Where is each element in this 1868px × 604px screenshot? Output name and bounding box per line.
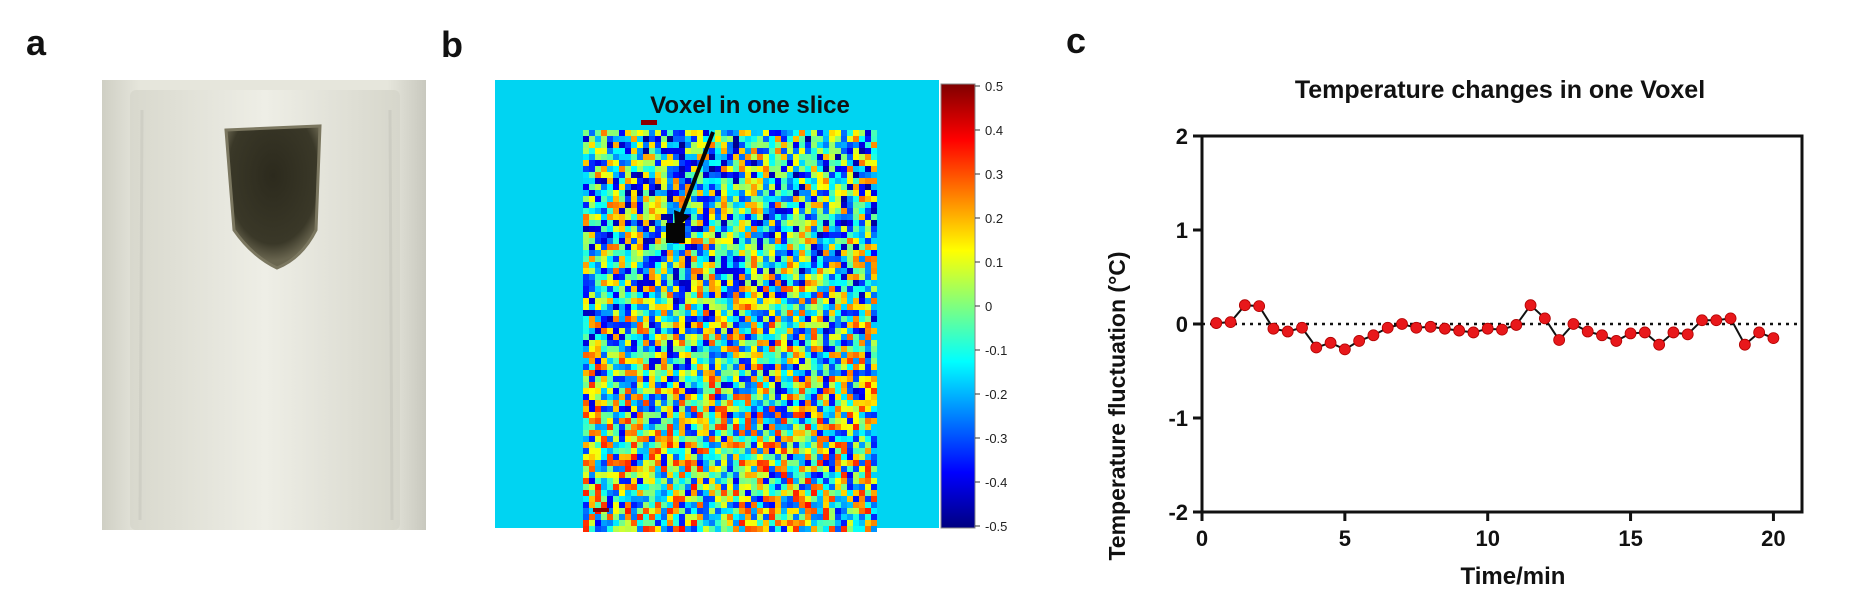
y-tick-label: -1 xyxy=(1168,406,1188,431)
colorbar-tick-label: 0.3 xyxy=(985,167,1003,182)
selected-voxel-marker xyxy=(666,223,685,243)
chart-title: Temperature changes in one Voxel xyxy=(1295,76,1705,104)
y-tick-label: 0 xyxy=(1176,312,1188,337)
data-point xyxy=(1381,321,1394,334)
data-point xyxy=(1353,335,1366,347)
data-point xyxy=(1581,325,1594,338)
colorbar-tick-label: 0.2 xyxy=(985,211,1003,226)
colorbar-tick-label: 0 xyxy=(985,299,992,314)
annotation-arrow xyxy=(678,131,715,219)
data-point xyxy=(1681,328,1694,341)
data-point xyxy=(1596,329,1608,342)
x-tick-label: 10 xyxy=(1475,526,1499,551)
data-point xyxy=(1524,299,1537,312)
x-tick-label: 0 xyxy=(1196,526,1208,551)
series-line xyxy=(1216,303,1774,351)
data-point xyxy=(1224,316,1237,329)
data-point xyxy=(1767,332,1780,345)
data-point xyxy=(1567,318,1580,330)
data-point xyxy=(1696,314,1708,327)
data-point xyxy=(1438,322,1451,335)
data-point xyxy=(1481,322,1494,335)
y-axis-label: Temperature fluctuation (°C) xyxy=(1104,251,1130,560)
x-tick-label: 5 xyxy=(1339,526,1351,551)
panel-label-a: a xyxy=(26,22,47,63)
data-point xyxy=(1738,338,1751,351)
data-point xyxy=(1210,317,1223,329)
colorbar-tick-label: -0.5 xyxy=(985,519,1007,532)
data-point xyxy=(1396,318,1408,330)
data-point xyxy=(1253,300,1266,313)
colorbar-tick-label: -0.2 xyxy=(985,387,1007,402)
x-tick-label: 15 xyxy=(1618,526,1642,551)
colorbar-tick-label: 0.4 xyxy=(985,123,1003,138)
data-point xyxy=(1496,323,1508,336)
y-tick-label: 1 xyxy=(1176,218,1188,243)
data-point xyxy=(1367,329,1380,342)
data-point xyxy=(1667,326,1680,339)
data-point xyxy=(1453,324,1466,337)
colorbar xyxy=(940,83,976,529)
colorbar-tick-label: -0.1 xyxy=(985,343,1007,358)
data-point xyxy=(1310,341,1323,354)
colorbar-tick-label: 0.5 xyxy=(985,80,1003,94)
panel-label-c: c xyxy=(1066,20,1087,61)
colorbar-tick-label: -0.3 xyxy=(985,431,1007,446)
data-point xyxy=(1238,299,1251,312)
data-point xyxy=(1467,326,1480,339)
heatmap-grid xyxy=(583,120,877,532)
data-point xyxy=(1324,336,1337,349)
data-point xyxy=(1724,312,1737,325)
data-point xyxy=(1553,334,1566,346)
data-point xyxy=(1424,320,1437,333)
colorbar-ticks: 0.5 0.4 0.3 0.2 0.1 0 -0.1 -0.2 -0.3 -0.4 -0.5 xyxy=(975,80,1007,532)
colorbar-tick-label: -0.4 xyxy=(985,475,1007,490)
data-point xyxy=(1624,327,1637,340)
data-point xyxy=(1653,338,1666,351)
data-point xyxy=(1410,321,1423,334)
data-point xyxy=(1338,343,1351,356)
annotation-arrowhead xyxy=(674,210,690,230)
x-tick-label: 20 xyxy=(1761,526,1785,551)
x-axis-label: Time/min xyxy=(1461,563,1566,590)
data-point xyxy=(1538,312,1551,325)
annotation-text: Voxel in one slice xyxy=(650,92,850,119)
panel-label-b: b xyxy=(441,24,463,65)
data-point xyxy=(1710,314,1723,327)
colorbar-tick-label: 0.1 xyxy=(985,255,1003,270)
data-point xyxy=(1638,326,1651,339)
data-point xyxy=(1753,326,1766,339)
y-tick-label: 2 xyxy=(1176,124,1188,149)
phantom-photo xyxy=(102,80,426,530)
temperature-map: Voxel in one slice 0.5 0.4 0.3 0.2 0.1 0 -0.1 -… xyxy=(495,80,1007,532)
data-point xyxy=(1510,319,1523,331)
burn-lesion xyxy=(224,124,322,270)
data-point xyxy=(1281,325,1294,338)
data-point xyxy=(1610,335,1623,347)
data-point xyxy=(1267,322,1280,335)
temperature-chart: Temperature changes in one Voxel 0 5 10 15 2… xyxy=(1104,76,1804,590)
data-point xyxy=(1296,321,1308,334)
y-tick-label: -2 xyxy=(1168,500,1188,525)
